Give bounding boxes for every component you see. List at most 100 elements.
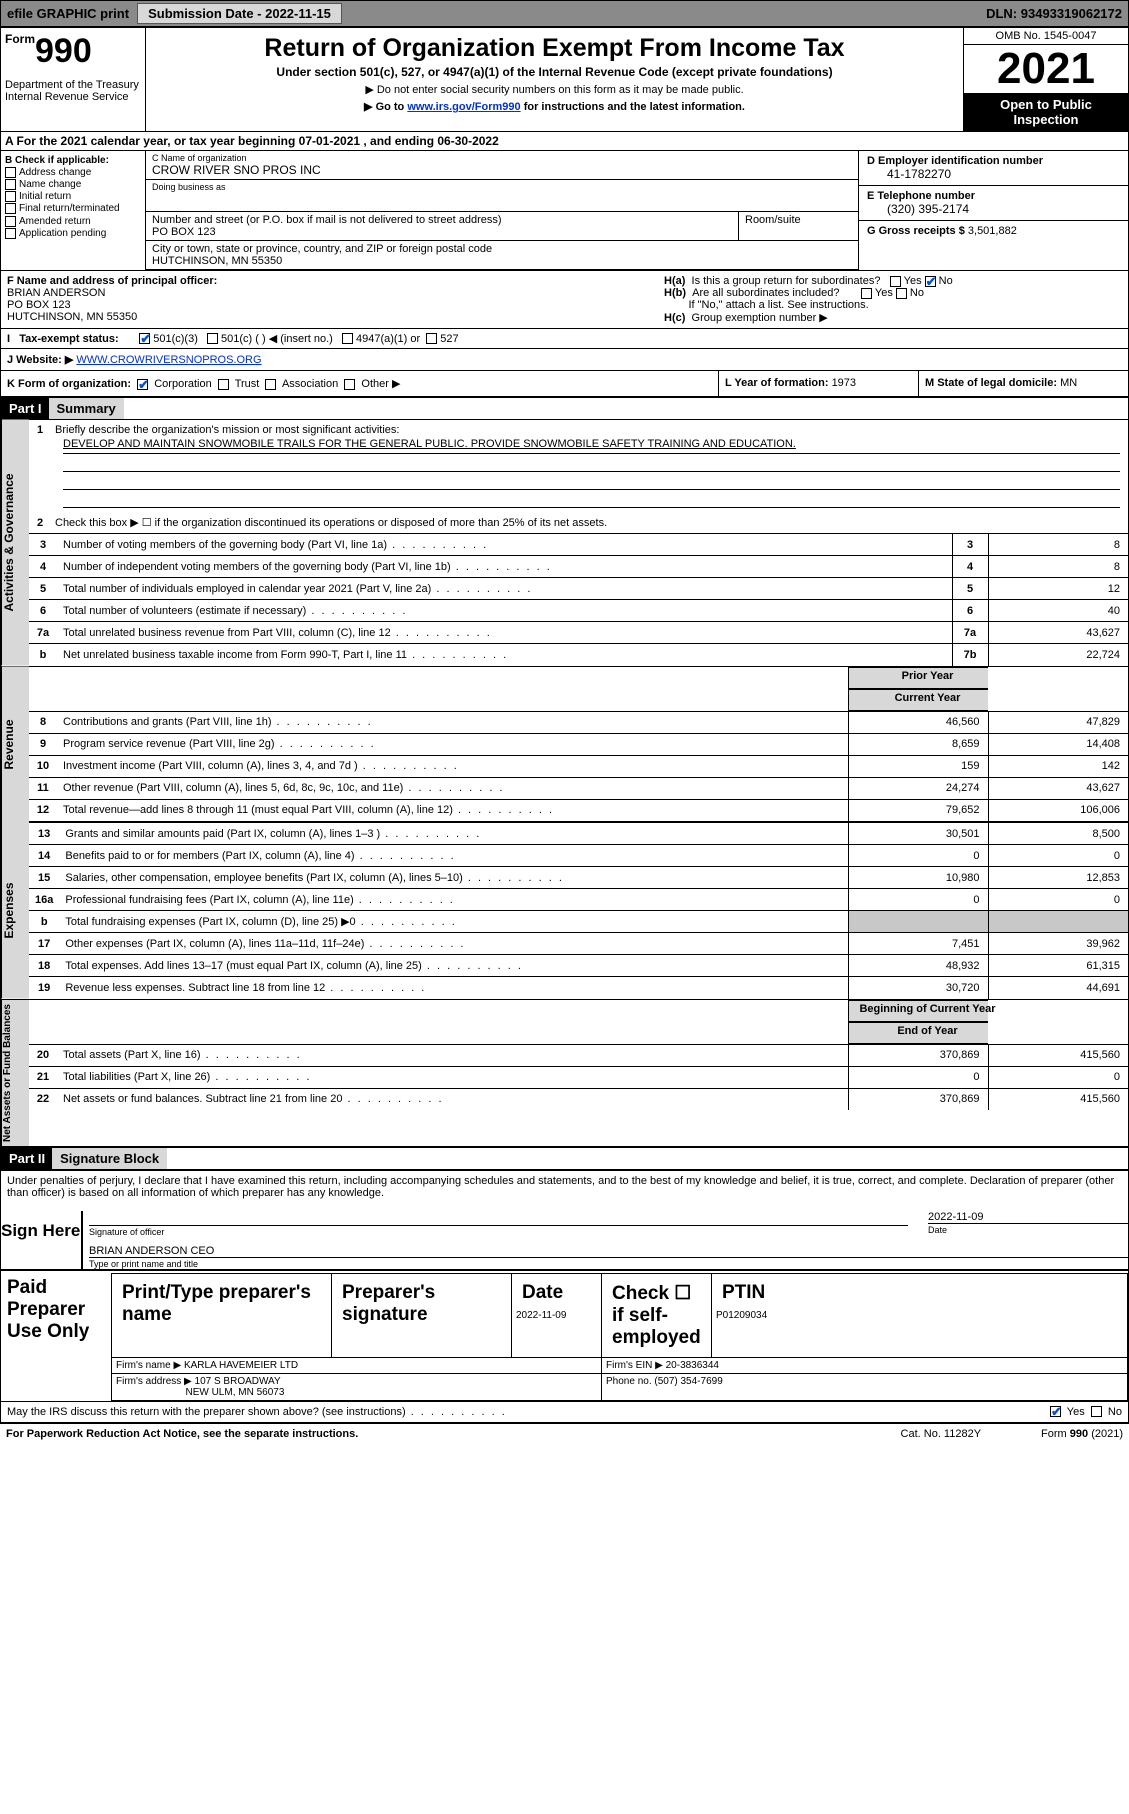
part1-title: Summary <box>49 398 124 419</box>
preparer-table: Print/Type preparer's name Preparer's si… <box>111 1273 1128 1401</box>
inspection-label: Open to Public Inspection <box>964 93 1128 131</box>
checkbox-icon <box>5 228 16 239</box>
part2-title: Signature Block <box>52 1148 167 1169</box>
table-netassets: Beginning of Current YearEnd of Year20To… <box>29 1000 1128 1111</box>
sign-here-label: Sign Here <box>1 1211 81 1269</box>
form-title: Return of Organization Exempt From Incom… <box>152 34 957 63</box>
submission-date-button[interactable]: Submission Date - 2022-11-15 <box>137 3 342 24</box>
tax-year: 2021 <box>964 45 1128 93</box>
efile-label: efile GRAPHIC print <box>1 6 135 21</box>
checkbox-icon <box>5 179 16 190</box>
footer-left: For Paperwork Reduction Act Notice, see … <box>6 1428 358 1440</box>
chk-final-return[interactable]: Final return/terminated <box>5 203 141 214</box>
dept-label: Department of the Treasury Internal Reve… <box>5 79 141 103</box>
checkbox-icon[interactable] <box>344 379 355 390</box>
omb-number: OMB No. 1545-0047 <box>964 28 1128 45</box>
section-j: J Website: ▶ WWW.CROWRIVERSNOPROS.ORG <box>1 348 1128 370</box>
blank-line <box>63 492 1120 508</box>
paid-preparer-row: Paid Preparer Use Only Print/Type prepar… <box>1 1269 1128 1401</box>
checkbox-icon[interactable] <box>137 379 148 390</box>
section-e: E Telephone number (320) 395-2174 <box>859 186 1128 221</box>
dln-label: DLN: 93493319062172 <box>986 6 1128 21</box>
irs-link[interactable]: www.irs.gov/Form990 <box>407 101 520 113</box>
sign-here-row: Sign Here Signature of officer 2022-11-0… <box>1 1211 1128 1269</box>
note-link: ▶ Go to www.irs.gov/Form990 for instruct… <box>152 100 957 113</box>
footer-mid: Cat. No. 11282Y <box>901 1428 982 1440</box>
chk-address-change[interactable]: Address change <box>5 167 141 178</box>
checkbox-icon[interactable] <box>1091 1406 1102 1417</box>
chk-initial-return[interactable]: Initial return <box>5 191 141 202</box>
checkbox-icon[interactable] <box>1050 1406 1061 1417</box>
checkbox-icon[interactable] <box>861 288 872 299</box>
declaration: Under penalties of perjury, I declare th… <box>1 1169 1128 1203</box>
table-revenue: Prior YearCurrent Year8Contributions and… <box>29 667 1128 822</box>
checkbox-icon[interactable] <box>896 288 907 299</box>
checkbox-icon[interactable] <box>218 379 229 390</box>
section-b: B Check if applicable: Address change Na… <box>1 151 146 270</box>
chk-app-pending[interactable]: Application pending <box>5 228 141 239</box>
checkbox-icon[interactable] <box>925 276 936 287</box>
section-c: C Name of organization CROW RIVER SNO PR… <box>146 151 858 270</box>
header-left: Form990 Department of the Treasury Inter… <box>1 28 146 131</box>
org-name-box: C Name of organization CROW RIVER SNO PR… <box>146 151 858 180</box>
form-header: Form990 Department of the Treasury Inter… <box>1 28 1128 132</box>
paid-label: Paid Preparer Use Only <box>1 1271 111 1401</box>
row-klm: K Form of organization: Corporation Trus… <box>1 370 1128 396</box>
chk-amended[interactable]: Amended return <box>5 216 141 227</box>
section-k: K Form of organization: Corporation Trus… <box>1 371 718 396</box>
section-f: F Name and address of principal officer:… <box>1 271 658 328</box>
checkbox-icon <box>5 191 16 202</box>
checkbox-icon[interactable] <box>426 333 437 344</box>
street-box: Number and street (or P.O. box if mail i… <box>146 212 738 241</box>
dba-box: Doing business as <box>146 180 858 212</box>
footer-right: Form 990 (2021) <box>1041 1428 1123 1440</box>
top-toolbar: efile GRAPHIC print Submission Date - 20… <box>0 0 1129 27</box>
row-f-h: F Name and address of principal officer:… <box>1 270 1128 328</box>
page-footer: For Paperwork Reduction Act Notice, see … <box>0 1423 1129 1444</box>
part2-header: Part II <box>1 1148 53 1169</box>
mission-text: DEVELOP AND MAINTAIN SNOWMOBILE TRAILS F… <box>63 438 1120 454</box>
room-box: Room/suite <box>738 212 858 241</box>
section-m: M State of legal domicile: MN <box>918 371 1128 396</box>
entity-block: B Check if applicable: Address change Na… <box>1 151 1128 270</box>
vlabel-revenue: Revenue <box>1 667 29 822</box>
form-body: Form990 Department of the Treasury Inter… <box>0 27 1129 1423</box>
chk-name-change[interactable]: Name change <box>5 179 141 190</box>
checkbox-icon[interactable] <box>342 333 353 344</box>
row-a-period: A For the 2021 calendar year, or tax yea… <box>1 132 1128 151</box>
section-h: H(a) Is this a group return for subordin… <box>658 271 1128 328</box>
part-1: Part ISummary Activities & Governance 1B… <box>1 396 1128 1146</box>
section-l: L Year of formation: 1973 <box>718 371 918 396</box>
vlabel-expenses: Expenses <box>1 822 29 999</box>
note-ssn: ▶ Do not enter social security numbers o… <box>152 83 957 96</box>
tax-exempt-row: I Tax-exempt status: 501(c)(3) 501(c) ( … <box>1 328 1128 348</box>
form-subtitle: Under section 501(c), 527, or 4947(a)(1)… <box>152 65 957 79</box>
header-center: Return of Organization Exempt From Incom… <box>146 28 963 131</box>
table-activities: 3Number of voting members of the governi… <box>29 533 1128 666</box>
checkbox-icon[interactable] <box>890 276 901 287</box>
q2: 2Check this box ▶ ☐ if the organization … <box>29 512 1128 533</box>
preparer-table-wrap: Print/Type preparer's name Preparer's si… <box>111 1271 1128 1401</box>
blank-line <box>63 456 1120 472</box>
activities-content: 1Briefly describe the organization's mis… <box>29 420 1128 666</box>
date-line: Date <box>928 1223 1128 1235</box>
header-right: OMB No. 1545-0047 2021 Open to Public In… <box>963 28 1128 131</box>
signature-box: Signature of officer 2022-11-09 Date BRI… <box>81 1211 1128 1269</box>
officer-name-line: Type or print name and title <box>89 1257 1128 1269</box>
checkbox-icon <box>5 216 16 227</box>
address-grid: Number and street (or P.O. box if mail i… <box>146 212 858 270</box>
checkbox-icon[interactable] <box>139 333 150 344</box>
checkbox-icon <box>5 167 16 178</box>
form-number: Form990 <box>5 32 141 71</box>
city-box: City or town, state or province, country… <box>146 241 858 270</box>
may-irs-row: May the IRS discuss this return with the… <box>1 1401 1128 1422</box>
checkbox-icon <box>5 203 16 214</box>
website-link[interactable]: WWW.CROWRIVERSNOPROS.ORG <box>76 354 261 366</box>
checkbox-icon[interactable] <box>207 333 218 344</box>
section-g: G Gross receipts $ 3,501,882 <box>859 221 1128 241</box>
blank-line <box>63 474 1120 490</box>
section-deg: D Employer identification number 41-1782… <box>858 151 1128 270</box>
checkbox-icon[interactable] <box>265 379 276 390</box>
q1: 1Briefly describe the organization's mis… <box>29 420 1128 512</box>
sig-officer-line: Signature of officer <box>89 1225 908 1237</box>
